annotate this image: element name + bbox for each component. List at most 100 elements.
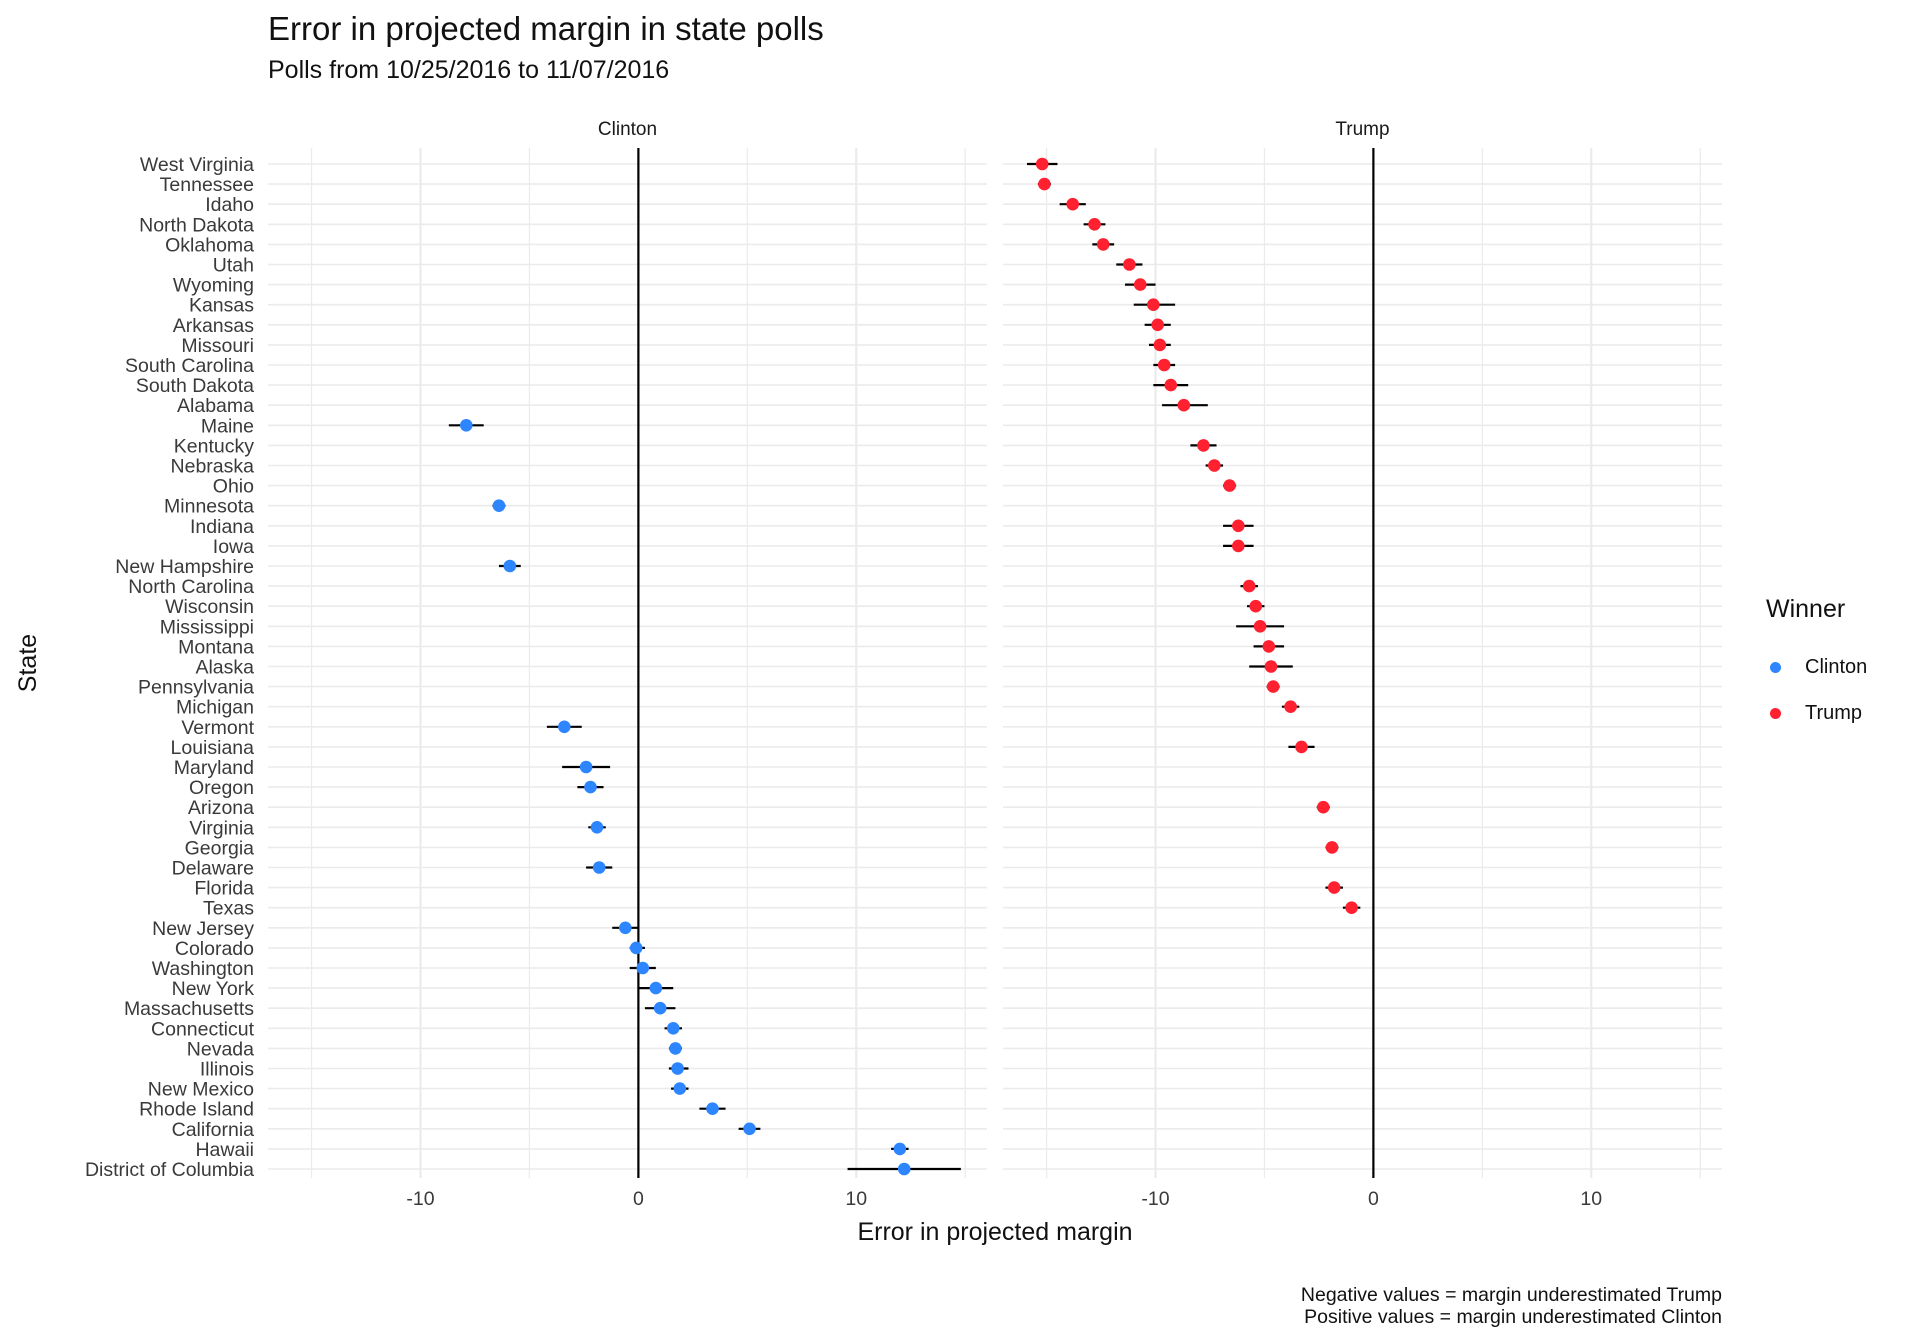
caption: Negative values = margin underestimated … — [1301, 1284, 1722, 1328]
y-tick-label: District of Columbia — [85, 1159, 254, 1181]
point-ohio — [1223, 479, 1236, 492]
legend-title: Winner — [1766, 595, 1846, 623]
y-tick-label: Utah — [213, 255, 254, 277]
y-tick-label: Colorado — [175, 938, 254, 960]
point-new-mexico — [673, 1082, 687, 1095]
legend-swatch-trump — [1770, 707, 1781, 719]
chart-title: Error in projected margin in state polls — [268, 10, 824, 47]
point-maryland — [579, 760, 593, 774]
y-tick-label: Kentucky — [174, 435, 254, 457]
x-tick-label-clinton: -10 — [406, 1188, 434, 1210]
y-tick-label: Nevada — [187, 1038, 254, 1060]
y-tick-label: Vermont — [181, 717, 254, 739]
point-nebraska — [1208, 459, 1221, 472]
point-delaware — [592, 861, 606, 874]
point-new-hampshire — [503, 559, 517, 573]
y-tick-label: Connecticut — [151, 1018, 255, 1040]
point-pennsylvania — [1266, 680, 1280, 693]
y-tick-label: New Mexico — [148, 1079, 254, 1101]
legend-item-trump: Trump — [1766, 690, 1867, 736]
facet-label-trump: Trump — [1335, 119, 1389, 140]
y-tick-label: Alaska — [195, 657, 254, 679]
point-south-carolina — [1157, 358, 1171, 372]
point-maine — [459, 419, 473, 432]
x-tick-label-trump: -10 — [1141, 1188, 1169, 1210]
point-mississippi — [1253, 620, 1267, 633]
y-tick-label: California — [172, 1119, 255, 1141]
point-colorado — [629, 941, 643, 955]
y-tick-label: Wisconsin — [165, 596, 254, 618]
point-kansas — [1147, 298, 1160, 312]
legend-label-trump: Trump — [1805, 701, 1863, 724]
x-tick-label-trump: 10 — [1580, 1188, 1602, 1210]
y-tick-label: Oklahoma — [165, 234, 254, 256]
y-tick-label: New Hampshire — [115, 556, 254, 578]
point-oregon — [584, 780, 597, 794]
y-tick-label: Maine — [201, 415, 254, 437]
x-tick-label-trump: 0 — [1368, 1188, 1379, 1210]
point-washington — [636, 961, 650, 975]
point-north-carolina — [1242, 579, 1256, 593]
y-tick-label: North Dakota — [139, 214, 254, 236]
caption-line-1: Negative values = margin underestimated … — [1300, 1284, 1722, 1306]
y-tick-label: Washington — [152, 958, 254, 980]
point-alaska — [1264, 660, 1278, 673]
y-tick-label: Iowa — [213, 536, 254, 558]
point-florida — [1327, 881, 1341, 894]
y-tick-label: Missouri — [181, 335, 254, 357]
y-tick-label: Alabama — [177, 395, 254, 417]
y-tick-label: Nebraska — [171, 456, 255, 478]
y-tick-label: Oregon — [189, 777, 254, 799]
y-tick-label: Massachusetts — [124, 998, 254, 1020]
point-tennessee — [1038, 177, 1051, 191]
point-hawaii — [893, 1142, 907, 1156]
point-texas — [1345, 901, 1358, 914]
point-wisconsin — [1249, 599, 1263, 613]
point-indiana — [1232, 519, 1245, 533]
point-california — [743, 1122, 756, 1136]
y-tick-label: Indiana — [190, 516, 254, 538]
y-tick-label: Ohio — [213, 476, 254, 498]
point-iowa — [1232, 539, 1245, 553]
y-tick-label: Hawaii — [195, 1139, 254, 1161]
point-illinois — [671, 1062, 684, 1075]
y-tick-label: Illinois — [200, 1059, 254, 1081]
y-tick-label: Maryland — [174, 757, 254, 779]
y-tick-label: West Virginia — [140, 154, 254, 176]
y-tick-label: Minnesota — [164, 496, 254, 518]
point-montana — [1262, 640, 1276, 653]
caption-line-2: Positive values = margin underestimated … — [1304, 1306, 1722, 1328]
point-south-dakota — [1164, 378, 1178, 392]
point-new-york — [649, 981, 663, 995]
x-tick-label-clinton: 10 — [845, 1188, 867, 1210]
point-louisiana — [1295, 740, 1308, 754]
y-axis-title: State — [14, 634, 42, 692]
y-tick-label: Mississippi — [160, 616, 254, 638]
y-tick-label: Wyoming — [173, 275, 254, 297]
point-utah — [1123, 258, 1136, 271]
point-michigan — [1284, 700, 1297, 713]
point-west-virginia — [1035, 157, 1049, 171]
y-tick-label: Pennsylvania — [138, 677, 254, 699]
y-tick-label: South Dakota — [136, 375, 254, 397]
point-kentucky — [1197, 439, 1210, 452]
point-georgia — [1325, 841, 1339, 854]
point-district-of-columbia — [897, 1162, 911, 1176]
facet-label-clinton: Clinton — [598, 119, 657, 140]
point-oklahoma — [1096, 238, 1110, 251]
y-tick-label: Virginia — [189, 817, 254, 839]
y-tick-label: Louisiana — [171, 737, 255, 759]
y-tick-label: Idaho — [205, 194, 254, 216]
y-tick-label: New York — [172, 978, 255, 1000]
point-north-dakota — [1088, 218, 1101, 231]
point-alabama — [1177, 398, 1191, 412]
y-tick-label: North Carolina — [128, 576, 254, 598]
chart-subtitle: Polls from 10/25/2016 to 11/07/2016 — [268, 56, 670, 84]
y-tick-label: Kansas — [189, 295, 254, 317]
x-tick-label-clinton: 0 — [633, 1188, 644, 1210]
point-minnesota — [492, 499, 506, 512]
legend-label-clinton: Clinton — [1805, 655, 1868, 678]
y-tick-label: Arizona — [188, 797, 254, 819]
point-rhode-island — [706, 1102, 719, 1115]
